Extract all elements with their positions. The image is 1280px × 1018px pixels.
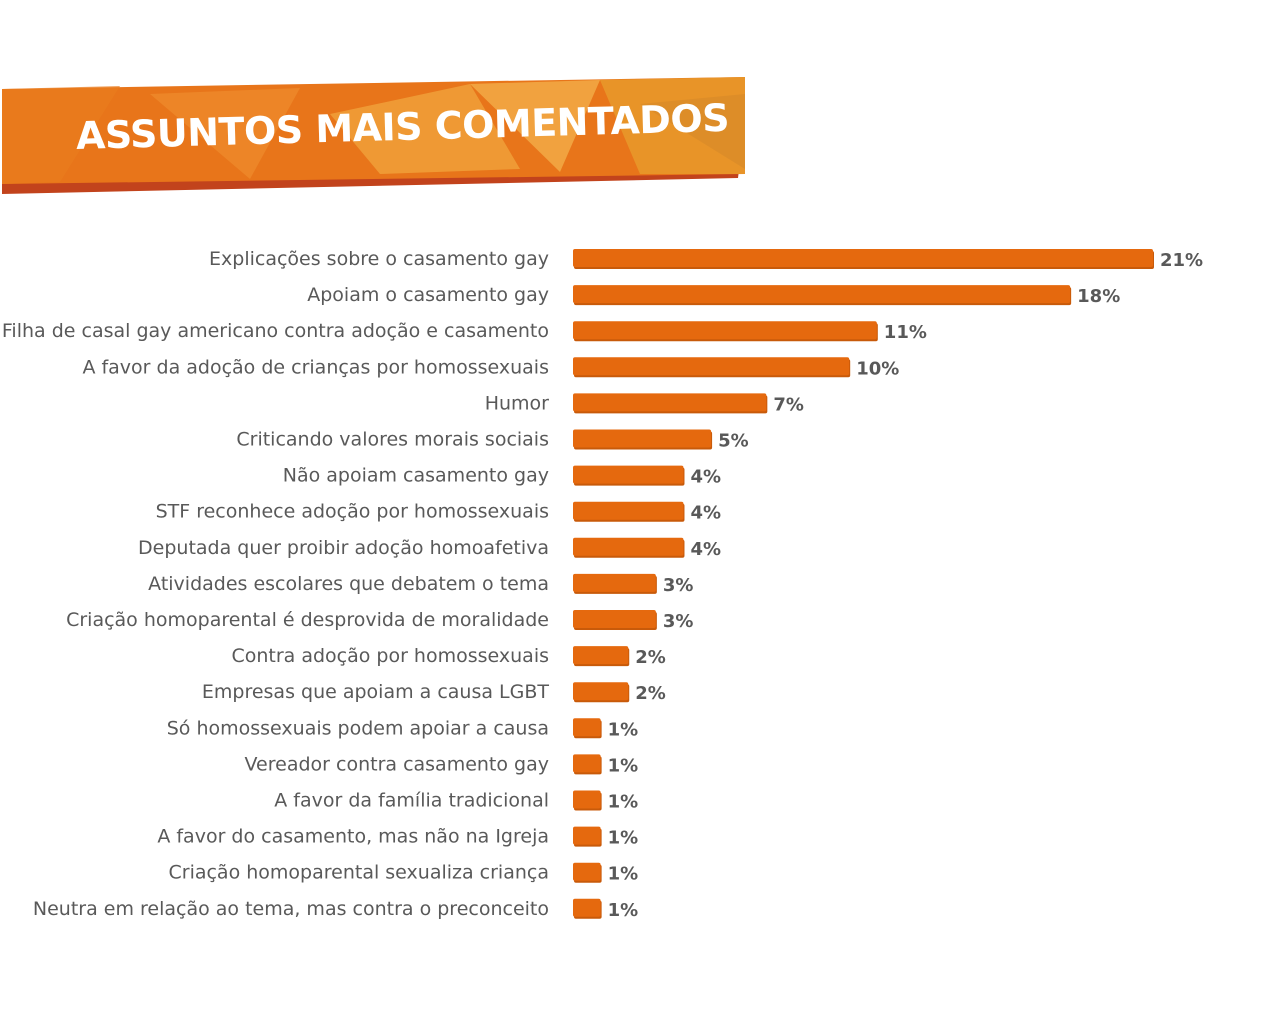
bar <box>573 646 629 665</box>
bar <box>573 501 684 520</box>
value-label: 1% <box>608 792 639 813</box>
value-label: 10% <box>856 358 899 379</box>
value-label: 18% <box>1077 286 1120 307</box>
bar <box>573 790 601 809</box>
value-label: 4% <box>690 539 721 560</box>
banner-facet <box>640 94 745 169</box>
title-banner <box>2 77 745 194</box>
bar <box>573 754 601 773</box>
bar <box>573 898 601 917</box>
category-label: Explicações sobre o casamento gay <box>209 248 549 270</box>
bar <box>573 357 850 376</box>
value-label: 3% <box>663 575 694 596</box>
value-label: 1% <box>608 755 639 776</box>
category-label: A favor do casamento, mas não na Igreja <box>157 826 549 848</box>
bar <box>573 718 601 737</box>
bar <box>573 826 601 845</box>
bar <box>573 573 656 592</box>
bar <box>573 862 601 881</box>
category-label: Só homossexuais podem apoiar a causa <box>167 717 549 739</box>
banner-facet <box>2 86 120 184</box>
value-label: 1% <box>608 900 639 921</box>
bar <box>573 285 1071 304</box>
category-label: Criticando valores morais sociais <box>236 429 549 451</box>
bar <box>573 393 767 412</box>
value-label: 5% <box>718 431 749 452</box>
category-label: STF reconhece adoção por homossexuais <box>156 501 549 523</box>
value-label: 2% <box>635 683 666 704</box>
value-label: 1% <box>608 864 639 885</box>
bar <box>573 537 684 556</box>
bar <box>573 465 684 484</box>
category-label: Não apoiam casamento gay <box>283 465 549 487</box>
category-label: Neutra em relação ao tema, mas contra o … <box>33 898 549 920</box>
banner-facet <box>470 80 600 172</box>
banner-facet <box>330 84 520 174</box>
category-label: Empresas que apoiam a causa LGBT <box>202 681 550 703</box>
category-label: A favor da adoção de crianças por homoss… <box>82 356 549 378</box>
value-label: 1% <box>608 719 639 740</box>
bar <box>573 610 656 628</box>
category-label: Criação homoparental é desprovida de mor… <box>66 609 549 631</box>
category-label: Criação homoparental sexualiza criança <box>168 862 549 884</box>
category-label: Contra adoção por homossexuais <box>231 645 549 667</box>
category-label: A favor da família tradicional <box>274 790 549 812</box>
value-label: 2% <box>635 647 666 668</box>
category-label: Vereador contra casamento gay <box>245 753 549 775</box>
banner-facet <box>150 88 300 179</box>
bar <box>573 429 712 448</box>
category-label: Deputada quer proibir adoção homoafetiva <box>138 537 549 559</box>
value-label: 21% <box>1160 250 1203 271</box>
value-label: 4% <box>690 503 721 524</box>
bar-chart: Explicações sobre o casamento gay 21% Apoi… <box>2 248 1203 921</box>
value-label: 1% <box>608 828 639 849</box>
category-label: Apoiam o casamento gay <box>307 284 549 306</box>
category-label: Atividades escolares que debatem o tema <box>148 573 549 595</box>
bar <box>573 249 1153 267</box>
category-label: Filha de casal gay americano contra adoç… <box>2 320 549 342</box>
category-label: Humor <box>485 392 549 414</box>
value-label: 4% <box>690 467 721 488</box>
value-label: 7% <box>773 394 804 415</box>
bar <box>573 682 629 701</box>
bar <box>573 321 877 340</box>
value-label: 11% <box>884 322 927 343</box>
value-label: 3% <box>663 611 694 632</box>
